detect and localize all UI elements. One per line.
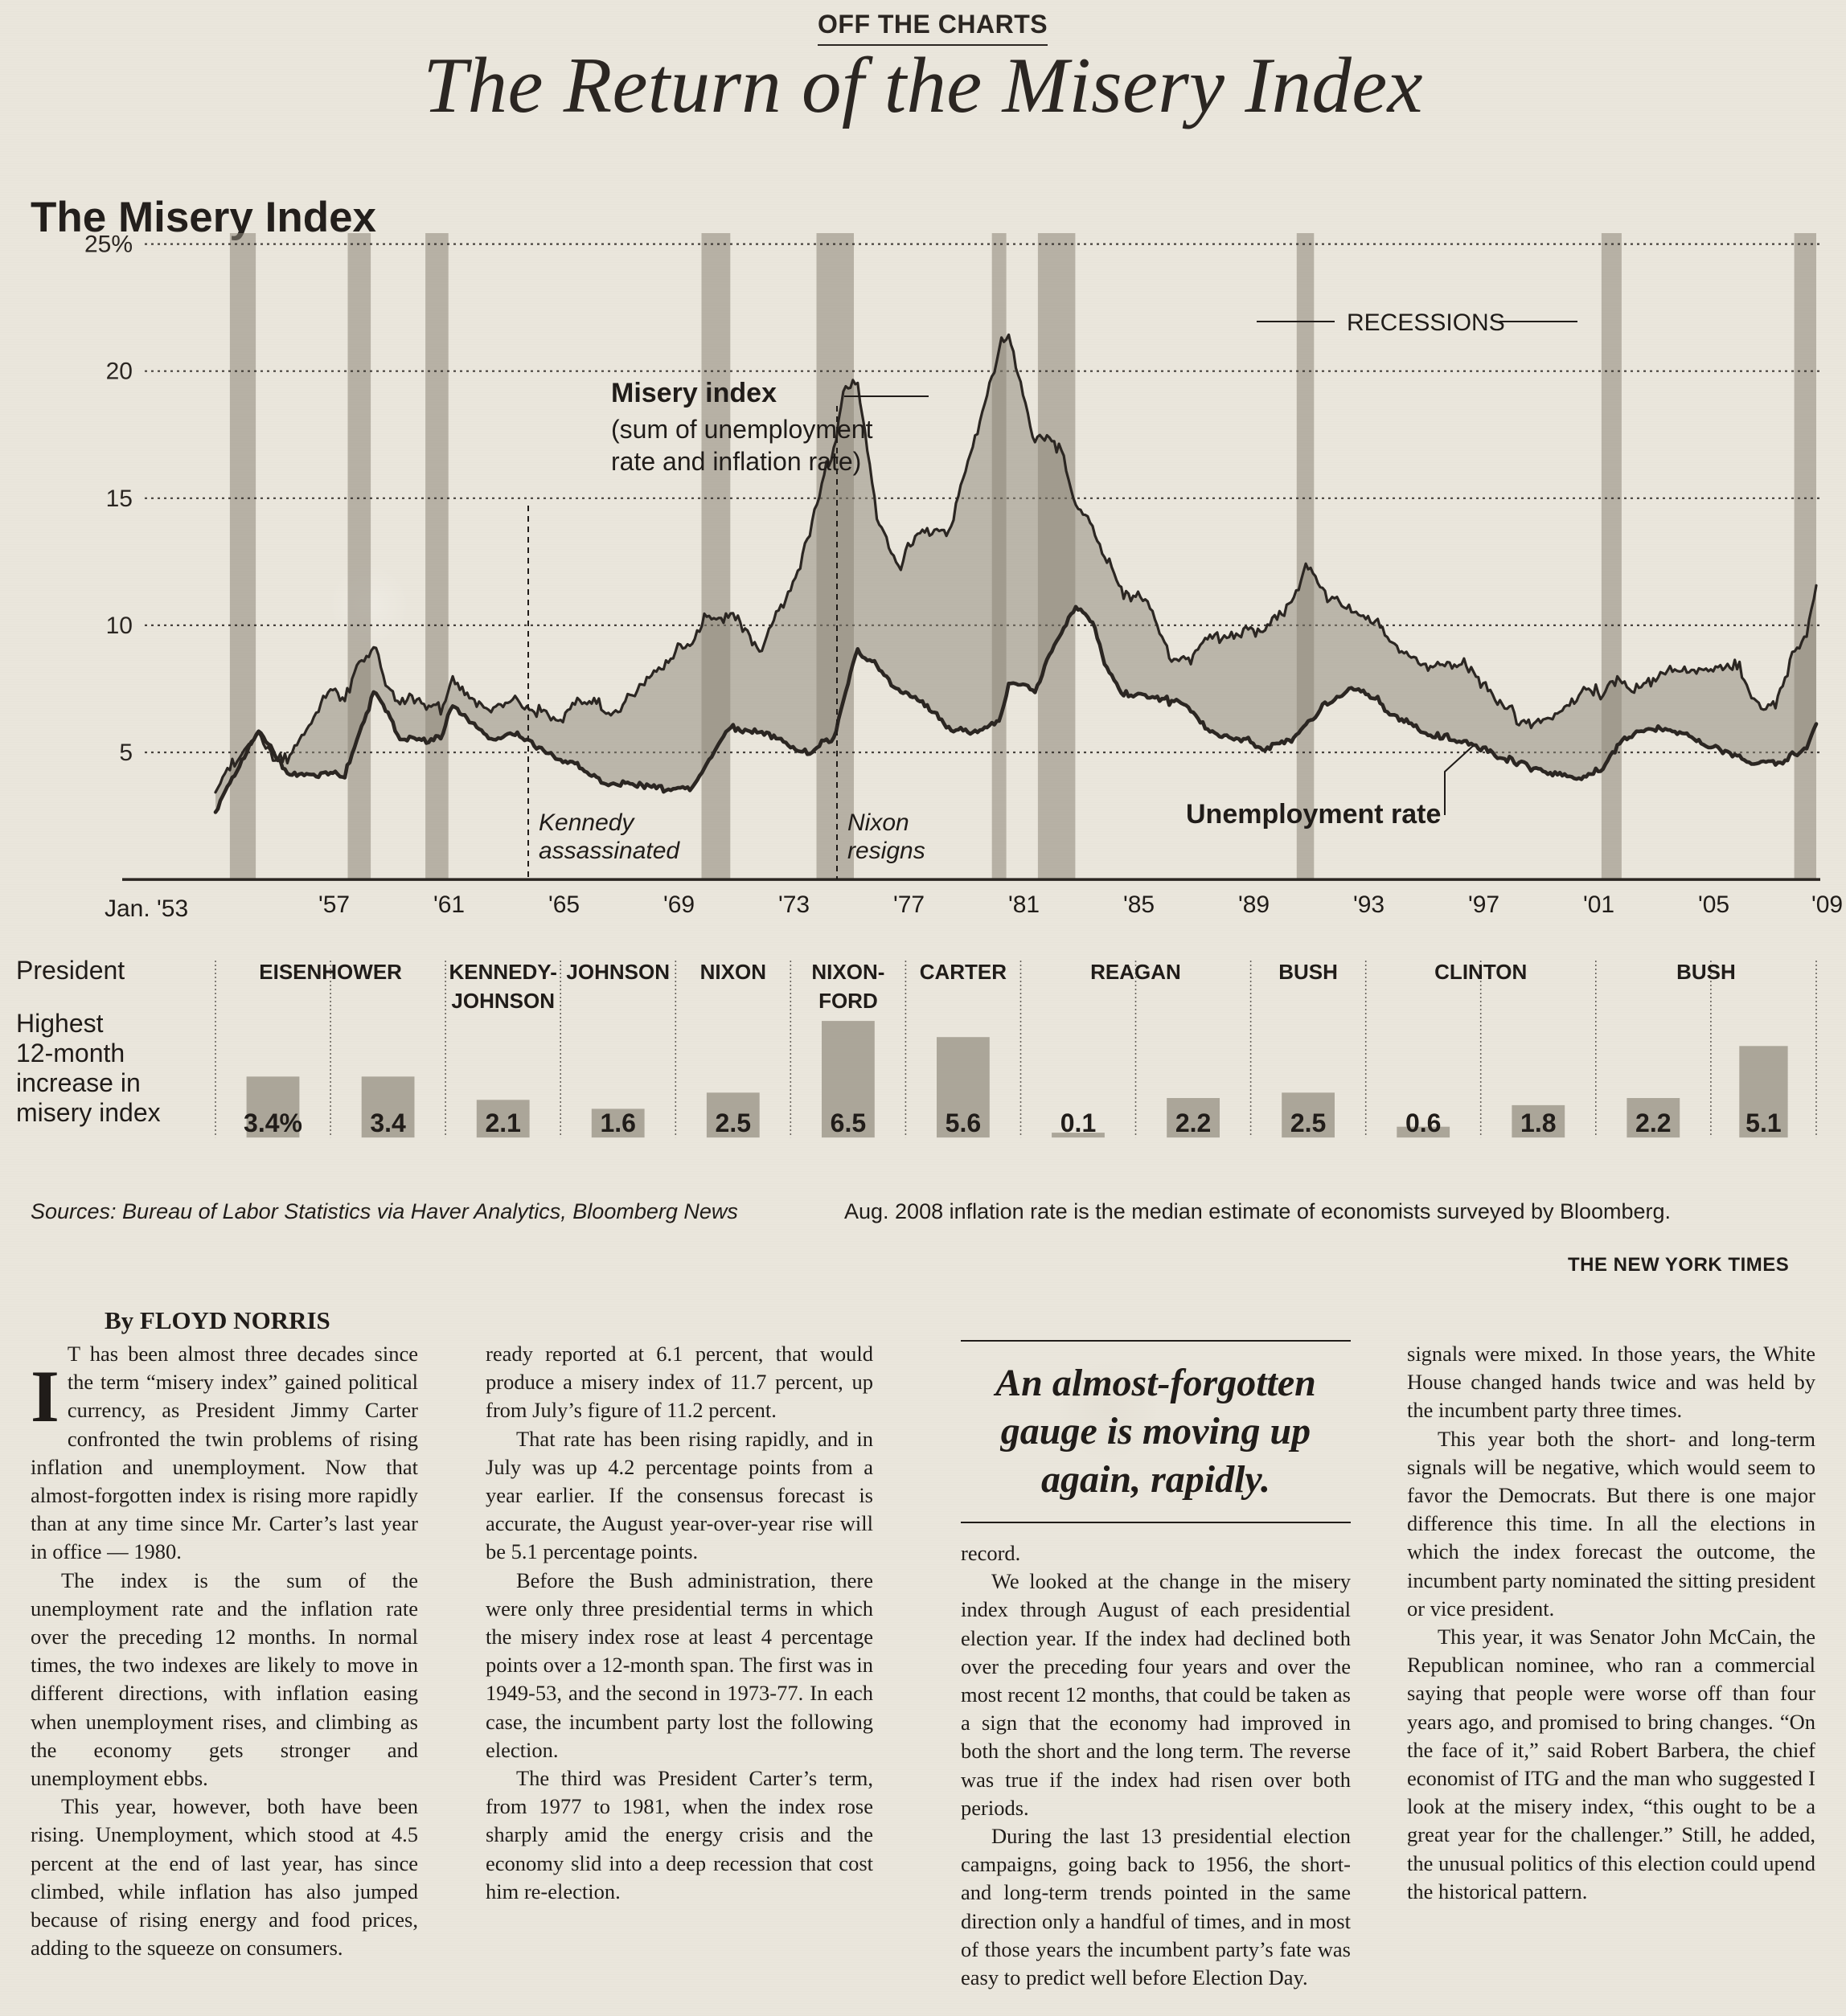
svg-text:misery index: misery index — [16, 1098, 161, 1127]
svg-text:3.4%: 3.4% — [244, 1108, 302, 1137]
svg-text:increase in: increase in — [16, 1068, 141, 1097]
svg-text:12-month: 12-month — [16, 1039, 125, 1067]
svg-text:NIXON: NIXON — [700, 960, 766, 984]
svg-text:10: 10 — [106, 613, 133, 639]
svg-text:15: 15 — [106, 486, 133, 512]
svg-text:NIXON-: NIXON- — [811, 960, 884, 984]
svg-text:2.5: 2.5 — [1290, 1108, 1326, 1137]
svg-text:KENNEDY-: KENNEDY- — [449, 960, 557, 984]
svg-text:20: 20 — [106, 359, 133, 385]
svg-text:1.6: 1.6 — [600, 1108, 635, 1137]
svg-text:2.5: 2.5 — [716, 1108, 751, 1137]
svg-text:FORD: FORD — [818, 989, 878, 1013]
svg-text:'65: '65 — [548, 891, 580, 918]
svg-text:'61: '61 — [433, 891, 465, 918]
svg-text:BUSH: BUSH — [1278, 960, 1338, 984]
svg-text:EISENHOWER: EISENHOWER — [259, 960, 402, 984]
svg-text:Misery index: Misery index — [611, 378, 777, 408]
svg-text:President: President — [16, 956, 125, 985]
svg-text:'81: '81 — [1008, 891, 1040, 918]
svg-text:REAGAN: REAGAN — [1090, 960, 1181, 984]
svg-text:rate and inflation rate): rate and inflation rate) — [611, 447, 861, 476]
svg-text:Nixon: Nixon — [847, 809, 909, 836]
svg-text:'93: '93 — [1353, 891, 1384, 918]
svg-text:resigns: resigns — [847, 838, 925, 864]
svg-text:5.1: 5.1 — [1745, 1108, 1781, 1137]
svg-text:5: 5 — [119, 740, 133, 766]
svg-text:Unemployment rate: Unemployment rate — [1186, 799, 1441, 830]
svg-text:(sum of unemployment: (sum of unemployment — [611, 415, 873, 444]
svg-text:JOHNSON: JOHNSON — [566, 960, 670, 984]
svg-text:0.6: 0.6 — [1405, 1108, 1441, 1137]
svg-text:'85: '85 — [1123, 891, 1155, 918]
svg-text:CLINTON: CLINTON — [1434, 960, 1527, 984]
svg-text:'89: '89 — [1238, 891, 1270, 918]
svg-text:'05: '05 — [1698, 891, 1729, 918]
svg-text:assassinated: assassinated — [539, 838, 680, 864]
svg-text:5.6: 5.6 — [946, 1108, 981, 1137]
svg-text:'57: '57 — [318, 891, 350, 918]
svg-text:Kennedy: Kennedy — [539, 809, 635, 836]
svg-text:CARTER: CARTER — [920, 960, 1007, 984]
svg-text:Highest: Highest — [16, 1009, 104, 1038]
svg-text:'01: '01 — [1583, 891, 1614, 918]
svg-text:25%: 25% — [84, 232, 133, 258]
svg-text:0.1: 0.1 — [1060, 1108, 1096, 1137]
svg-text:2.1: 2.1 — [485, 1108, 520, 1137]
svg-text:6.5: 6.5 — [831, 1108, 866, 1137]
svg-text:2.2: 2.2 — [1635, 1108, 1671, 1137]
svg-text:1.8: 1.8 — [1520, 1108, 1556, 1137]
svg-text:'73: '73 — [778, 891, 810, 918]
svg-text:3.4: 3.4 — [370, 1108, 406, 1137]
svg-text:Jan. '53: Jan. '53 — [105, 895, 188, 922]
svg-text:2.2: 2.2 — [1175, 1108, 1211, 1137]
svg-text:'77: '77 — [893, 891, 925, 918]
svg-text:'69: '69 — [663, 891, 695, 918]
svg-text:'97: '97 — [1468, 891, 1499, 918]
svg-text:BUSH: BUSH — [1676, 960, 1736, 984]
svg-text:'09: '09 — [1811, 891, 1843, 918]
svg-text:RECESSIONS: RECESSIONS — [1347, 309, 1505, 336]
svg-text:JOHNSON: JOHNSON — [451, 989, 555, 1013]
